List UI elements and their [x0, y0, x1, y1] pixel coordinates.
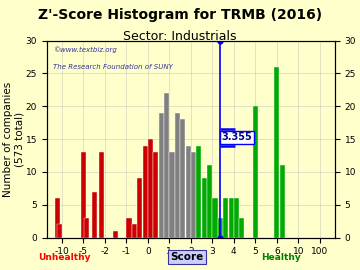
Y-axis label: Number of companies
(573 total): Number of companies (573 total) [3, 82, 24, 197]
Bar [113, 231, 118, 238]
Bar [57, 224, 62, 238]
Text: Sector: Industrials: Sector: Industrials [123, 30, 237, 43]
Bar [274, 67, 279, 238]
Text: Unhealthy: Unhealthy [39, 253, 91, 262]
Text: Healthy: Healthy [261, 253, 301, 262]
Bar [212, 198, 217, 238]
Text: 3.355: 3.355 [222, 132, 252, 142]
Bar [223, 198, 228, 238]
Bar [280, 165, 285, 238]
Text: ©www.textbiz.org: ©www.textbiz.org [53, 46, 116, 53]
Text: The Research Foundation of SUNY: The Research Foundation of SUNY [53, 64, 172, 70]
Bar [164, 93, 169, 238]
Bar [91, 192, 97, 238]
Bar [132, 224, 137, 238]
Bar [153, 152, 158, 238]
Bar [175, 113, 180, 238]
Bar [170, 152, 175, 238]
Bar [234, 198, 239, 238]
Bar [84, 218, 90, 238]
Text: Z'-Score Histogram for TRMB (2016): Z'-Score Histogram for TRMB (2016) [38, 8, 322, 22]
Bar [229, 198, 234, 238]
Bar [207, 165, 212, 238]
Bar [196, 146, 202, 238]
Bar [148, 139, 153, 238]
Bar [137, 178, 142, 238]
Text: Score: Score [171, 252, 204, 262]
Bar [99, 152, 104, 238]
Bar [81, 152, 86, 238]
Bar [180, 119, 185, 238]
Bar [185, 146, 191, 238]
Bar [143, 146, 148, 238]
Bar [202, 178, 207, 238]
Bar [218, 218, 223, 238]
Bar [159, 113, 164, 238]
Bar [55, 198, 60, 238]
Bar [126, 218, 132, 238]
Bar [253, 106, 258, 238]
Bar [239, 218, 244, 238]
Bar [191, 152, 196, 238]
